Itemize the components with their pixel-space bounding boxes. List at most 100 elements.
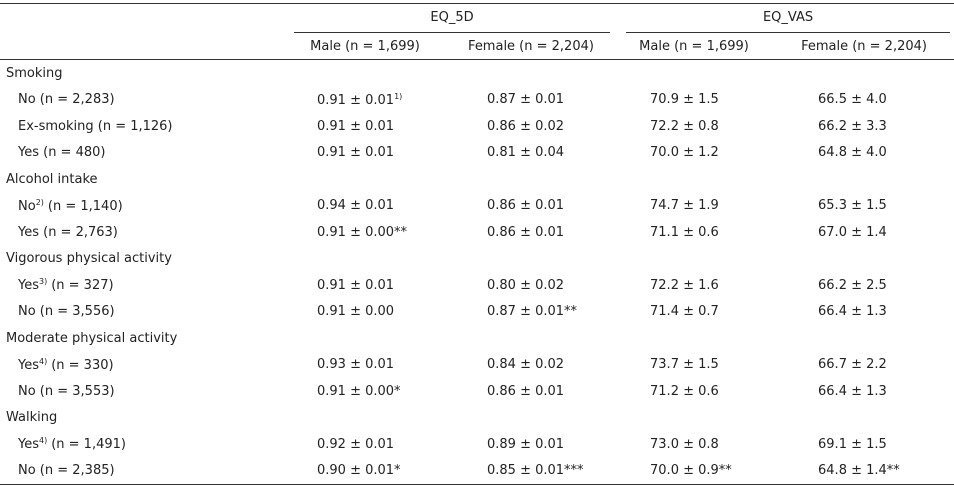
cell-text: 74.7 ± 1.9 bbox=[650, 198, 719, 214]
data-cell: 65.3 ± 1.5 bbox=[774, 193, 954, 220]
row-label: No (n = 2,283) bbox=[0, 87, 282, 114]
data-cell: 64.8 ± 1.4** bbox=[774, 458, 954, 485]
data-row: No (n = 2,385) 0.90 ± 0.01* 0.85 ± 0.01***… bbox=[0, 458, 954, 485]
data-cell: 0.91 ± 0.01 bbox=[282, 113, 448, 140]
row-label: Yes4) (n = 330) bbox=[0, 352, 282, 379]
cell-text: No (n = 3,553) bbox=[18, 383, 115, 399]
cell-text: 0.91 ± 0.00** bbox=[317, 224, 408, 240]
cell-text: Yes bbox=[18, 278, 39, 294]
row-label: No (n = 3,556) bbox=[0, 299, 282, 326]
data-cell: 0.89 ± 0.01 bbox=[448, 431, 614, 458]
column-header: Male (n = 1,699) bbox=[614, 33, 775, 60]
data-row: Yes3) (n = 327) 0.91 ± 0.01 0.80 ± 0.02 72.2… bbox=[0, 272, 954, 299]
cell-text: 73.7 ± 1.5 bbox=[650, 357, 719, 373]
section-title: Alcohol intake bbox=[6, 171, 98, 187]
group-header: EQ_VAS bbox=[614, 4, 954, 33]
section-title: Moderate physical activity bbox=[6, 330, 178, 346]
cell-text: Ex-smoking (n = 1,126) bbox=[18, 118, 173, 134]
data-cell: 0.87 ± 0.01 bbox=[448, 87, 614, 114]
cell-text: 70.0 ± 0.9** bbox=[650, 463, 732, 479]
data-row: Yes4) (n = 1,491) 0.92 ± 0.01 0.89 ± 0.01 73… bbox=[0, 431, 954, 458]
data-row: No (n = 2,283) 0.91 ± 0.011) 0.87 ± 0.01 70… bbox=[0, 87, 954, 114]
group-label: EQ_5D bbox=[294, 4, 611, 33]
table-head: EQ_5D EQ_VAS Male (n = 1,699) Female (n = 2… bbox=[0, 4, 954, 60]
data-cell: 66.4 ± 1.3 bbox=[774, 299, 954, 326]
data-row: No2) (n = 1,140) 0.94 ± 0.01 0.86 ± 0.01 74.… bbox=[0, 193, 954, 220]
data-cell: 0.91 ± 0.00 bbox=[282, 299, 448, 326]
cell-text: 0.91 ± 0.01 bbox=[317, 277, 395, 293]
data-cell: 64.8 ± 4.0 bbox=[774, 140, 954, 167]
data-cell: 74.7 ± 1.9 bbox=[614, 193, 774, 220]
cell-text: Yes (n = 2,763) bbox=[18, 224, 118, 240]
cell-text: 65.3 ± 1.5 bbox=[818, 198, 887, 214]
cell-text: 0.93 ± 0.01 bbox=[317, 357, 395, 373]
cell-text: (n = 1,140) bbox=[47, 198, 123, 214]
data-cell: 0.86 ± 0.01 bbox=[448, 378, 614, 405]
data-cell: 0.87 ± 0.01** bbox=[448, 299, 614, 326]
row-label: Yes (n = 480) bbox=[0, 140, 282, 167]
data-cell: 67.0 ± 1.4 bbox=[774, 219, 954, 246]
section-row: Alcohol intake bbox=[0, 166, 954, 193]
data-cell: 69.1 ± 1.5 bbox=[774, 431, 954, 458]
data-cell: 0.86 ± 0.01 bbox=[448, 193, 614, 220]
data-cell: 0.91 ± 0.011) bbox=[282, 87, 448, 114]
data-cell: 71.1 ± 0.6 bbox=[614, 219, 774, 246]
cell-text: 69.1 ± 1.5 bbox=[818, 436, 887, 452]
cell-text: 66.2 ± 3.3 bbox=[818, 118, 887, 134]
header-row: Male (n = 1,699) Female (n = 2,204) Male (… bbox=[0, 33, 954, 60]
cell-text: 0.91 ± 0.00 bbox=[317, 304, 395, 320]
data-row: Yes4) (n = 330) 0.93 ± 0.01 0.84 ± 0.02 73.7… bbox=[0, 352, 954, 379]
data-cell: 66.7 ± 2.2 bbox=[774, 352, 954, 379]
data-cell: 0.86 ± 0.02 bbox=[448, 113, 614, 140]
cell-text: 72.2 ± 0.8 bbox=[650, 118, 719, 134]
data-cell: 73.0 ± 0.8 bbox=[614, 431, 774, 458]
section-row: Vigorous physical activity bbox=[0, 246, 954, 273]
data-cell: 66.4 ± 1.3 bbox=[774, 378, 954, 405]
data-row: No (n = 3,556) 0.91 ± 0.00 0.87 ± 0.01** 71… bbox=[0, 299, 954, 326]
cell-text: 73.0 ± 0.8 bbox=[650, 436, 719, 452]
data-row: Ex-smoking (n = 1,126) 0.91 ± 0.01 0.86 ± … bbox=[0, 113, 954, 140]
section-row: Smoking bbox=[0, 60, 954, 87]
table-body: Smoking No (n = 2,283) 0.91 ± 0.011) 0.87 ±… bbox=[0, 60, 954, 485]
group-header: EQ_5D bbox=[282, 4, 614, 33]
data-cell: 0.85 ± 0.01*** bbox=[448, 458, 614, 485]
data-cell: 0.91 ± 0.01 bbox=[282, 140, 448, 167]
cell-text: 0.86 ± 0.02 bbox=[487, 118, 565, 134]
cell-text: 0.85 ± 0.01*** bbox=[487, 463, 584, 479]
page: EQ_5D EQ_VAS Male (n = 1,699) Female (n = 2… bbox=[0, 3, 954, 494]
cell-text: 0.86 ± 0.01 bbox=[487, 198, 565, 214]
section-title: Smoking bbox=[6, 65, 63, 81]
data-table: EQ_5D EQ_VAS Male (n = 1,699) Female (n = 2… bbox=[0, 3, 954, 485]
section-title: Walking bbox=[6, 410, 58, 426]
cell-text: 0.91 ± 0.00* bbox=[317, 383, 401, 399]
header-cell bbox=[0, 4, 282, 34]
cell-text: Yes (n = 480) bbox=[18, 145, 106, 161]
cell-text: 0.91 ± 0.01 bbox=[317, 145, 395, 161]
cell-text: (n = 327) bbox=[51, 278, 114, 294]
data-cell: 0.91 ± 0.00** bbox=[282, 219, 448, 246]
data-cell: 72.2 ± 0.8 bbox=[614, 113, 774, 140]
row-label: No (n = 3,553) bbox=[0, 378, 282, 405]
cell-text: 0.91 ± 0.01 bbox=[317, 118, 395, 134]
data-cell: 70.0 ± 1.2 bbox=[614, 140, 774, 167]
data-cell: 72.2 ± 1.6 bbox=[614, 272, 774, 299]
row-label: Yes4) (n = 1,491) bbox=[0, 431, 282, 458]
cell-text: No bbox=[18, 198, 36, 214]
data-row: No (n = 3,553) 0.91 ± 0.00* 0.86 ± 0.01 71.… bbox=[0, 378, 954, 405]
data-cell: 71.2 ± 0.6 bbox=[614, 378, 774, 405]
cell-text: 0.92 ± 0.01 bbox=[317, 436, 395, 452]
header-row: EQ_5D EQ_VAS bbox=[0, 4, 954, 34]
cell-text: 64.8 ± 1.4** bbox=[818, 463, 900, 479]
data-cell: 0.86 ± 0.01 bbox=[448, 219, 614, 246]
cell-text: 71.2 ± 0.6 bbox=[650, 383, 719, 399]
cell-text: 0.87 ± 0.01** bbox=[487, 304, 578, 320]
cell-text: 0.91 ± 0.01 bbox=[317, 92, 395, 108]
footnote-mark: 4) bbox=[39, 356, 48, 366]
cell-text: Yes bbox=[18, 437, 39, 453]
cell-text: 0.89 ± 0.01 bbox=[487, 436, 565, 452]
cell-text: 67.0 ± 1.4 bbox=[818, 224, 887, 240]
row-label: Yes (n = 2,763) bbox=[0, 219, 282, 246]
cell-text: 66.7 ± 2.2 bbox=[818, 357, 887, 373]
cell-text: 0.90 ± 0.01* bbox=[317, 463, 401, 479]
row-label: Ex-smoking (n = 1,126) bbox=[0, 113, 282, 140]
